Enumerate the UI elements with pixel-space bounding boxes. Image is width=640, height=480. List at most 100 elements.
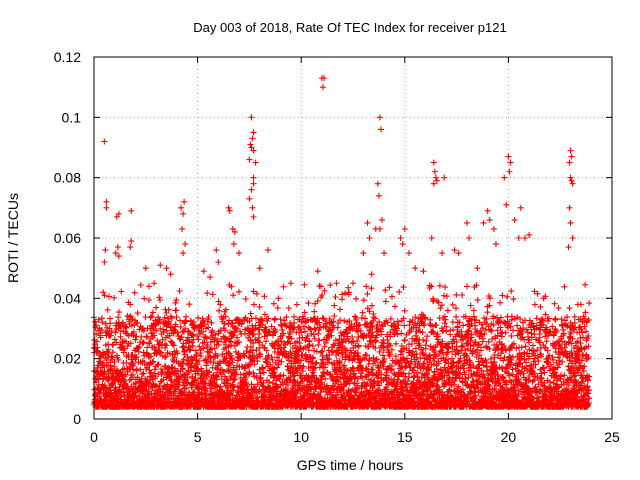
data-point [377, 126, 384, 133]
data-point [115, 210, 122, 217]
x-axis-title: GPS time / hours [297, 457, 404, 473]
y-tick-label: 0.04 [54, 290, 81, 306]
data-point [566, 204, 573, 211]
data-point [376, 225, 383, 232]
y-tick-label: 0.12 [54, 49, 81, 65]
data-point [433, 177, 440, 184]
data-point [226, 207, 233, 214]
chart-title: Day 003 of 2018, Rate Of TEC Index for r… [193, 20, 506, 35]
data-point [215, 259, 222, 266]
data-point [236, 250, 243, 257]
data-point [368, 271, 375, 278]
data-point [480, 219, 487, 226]
data-point [505, 153, 512, 160]
data-point [167, 271, 174, 278]
data-point [364, 219, 371, 226]
data-point [230, 241, 237, 248]
data-point [248, 114, 255, 121]
x-tick-label: 15 [397, 429, 413, 445]
data-point [157, 262, 164, 269]
data-point [379, 216, 386, 223]
data-point [180, 250, 187, 257]
data-point [492, 241, 499, 248]
data-point [163, 265, 170, 272]
data-point [360, 250, 367, 257]
data-point [249, 135, 256, 142]
data-point [486, 216, 493, 223]
data-point [181, 198, 188, 205]
y-tick-label: 0.06 [54, 230, 81, 246]
data-point [229, 225, 236, 232]
data-point [248, 144, 255, 151]
data-point [113, 213, 120, 220]
data-point [474, 265, 481, 272]
data-point [112, 250, 119, 257]
data-point [182, 241, 189, 248]
data-point [569, 235, 576, 241]
x-tick-label: 25 [604, 429, 620, 445]
data-point [515, 235, 522, 241]
data-point [503, 201, 510, 208]
x-tick-label: 0 [90, 429, 98, 445]
data-point [200, 268, 207, 275]
data-point [521, 235, 528, 241]
data-point [102, 247, 109, 254]
data-point [567, 174, 574, 181]
data-point [441, 174, 448, 181]
grid-lines [94, 57, 612, 419]
data-point [569, 180, 576, 187]
data-point [345, 289, 352, 296]
data-point [507, 159, 514, 166]
data-point [376, 114, 383, 121]
data-point [428, 235, 435, 241]
data-point [250, 180, 257, 187]
data-point [128, 207, 135, 214]
data-point [179, 225, 186, 232]
data-point [114, 244, 121, 251]
y-axis-title: ROTI / TECUs [5, 193, 21, 283]
data-point [490, 225, 497, 232]
data-point-cloud [91, 281, 593, 410]
data-point [250, 174, 257, 181]
data-point [287, 280, 294, 287]
data-point [275, 295, 282, 302]
scatter-series-roti [91, 75, 593, 410]
data-point [412, 265, 419, 272]
data-point [225, 204, 232, 211]
data-point [115, 253, 122, 260]
data-point [566, 159, 573, 166]
tick-labels: 0 5 10 15 20 25 0 0.02 0.04 0.06 0.08 0.1 0.12 [54, 49, 620, 445]
y-tick-label: 0.08 [54, 170, 81, 186]
x-tick-label: 10 [293, 429, 309, 445]
data-point [466, 235, 473, 241]
data-point [246, 156, 253, 163]
data-point [247, 141, 254, 148]
y-tick-label: 0.1 [62, 109, 82, 125]
data-point [401, 225, 408, 232]
data-point [103, 198, 110, 205]
data-point [142, 265, 149, 272]
data-point [451, 247, 458, 254]
data-point [252, 159, 259, 166]
data-point [103, 204, 110, 211]
data-point [250, 129, 257, 136]
data-point [397, 235, 404, 241]
data-point [430, 180, 437, 187]
data-point [250, 213, 257, 220]
data-point [180, 210, 187, 217]
data-point [366, 235, 373, 241]
data-point [207, 274, 214, 281]
data-point [319, 84, 326, 91]
data-point [432, 174, 439, 181]
data-point [568, 153, 575, 160]
data-point [127, 244, 134, 251]
data-point [374, 180, 381, 187]
data-point [333, 280, 340, 287]
data-point [246, 195, 253, 202]
data-point [568, 177, 575, 184]
data-point [350, 280, 356, 287]
data-point [431, 168, 438, 175]
x-tick-label: 5 [194, 429, 202, 445]
data-point [213, 247, 220, 254]
